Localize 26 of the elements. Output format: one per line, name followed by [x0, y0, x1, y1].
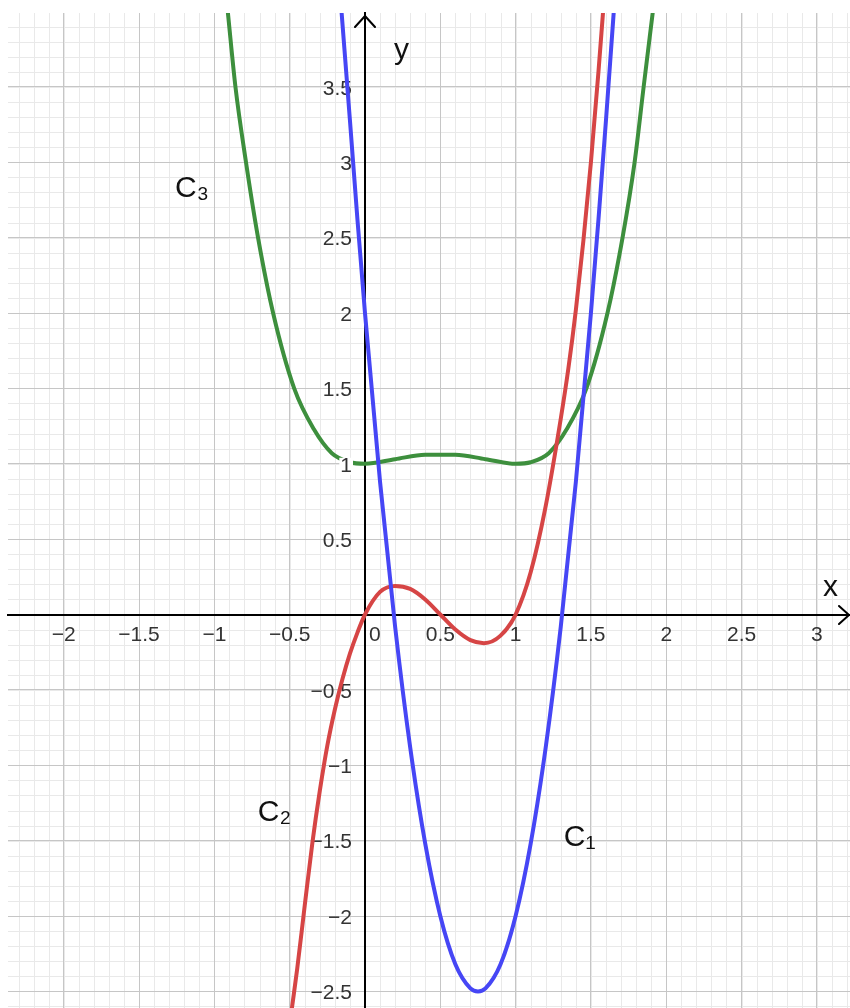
y-tick-label: 1	[340, 452, 352, 476]
y-tick-label: −1.5	[310, 829, 352, 853]
x-tick-label: −0.5	[268, 622, 311, 646]
x-tick-label: 1	[509, 622, 522, 646]
x-tick-label: 3	[811, 622, 823, 646]
series-label: C₂	[257, 794, 292, 828]
y-axis-title: y	[393, 32, 409, 65]
x-tick-label: −1.5	[118, 622, 160, 646]
x-tick-label: −1	[202, 622, 227, 646]
y-tick-label: −2.5	[310, 980, 352, 1004]
x-tick-label: 1.5	[576, 622, 606, 646]
x-tick-label: −2	[51, 622, 76, 646]
x-tick-label: 0	[368, 622, 381, 646]
y-tick-label: 1.5	[322, 377, 352, 401]
y-tick-label: 2	[340, 301, 352, 325]
y-tick-label: 2.5	[322, 226, 352, 250]
y-tick-label: 3	[340, 151, 352, 175]
x-tick-label: 0.5	[425, 622, 455, 646]
y-tick-label: −2	[328, 904, 352, 928]
series-label: C₃	[175, 170, 209, 204]
y-tick-label: −1	[328, 754, 352, 778]
x-tick-label: 2.5	[726, 622, 757, 646]
y-tick-label: 0.5	[322, 527, 352, 551]
x-tick-label: 2	[660, 622, 673, 646]
series-label: C₁	[563, 819, 596, 853]
x-axis-title: x	[823, 568, 838, 602]
